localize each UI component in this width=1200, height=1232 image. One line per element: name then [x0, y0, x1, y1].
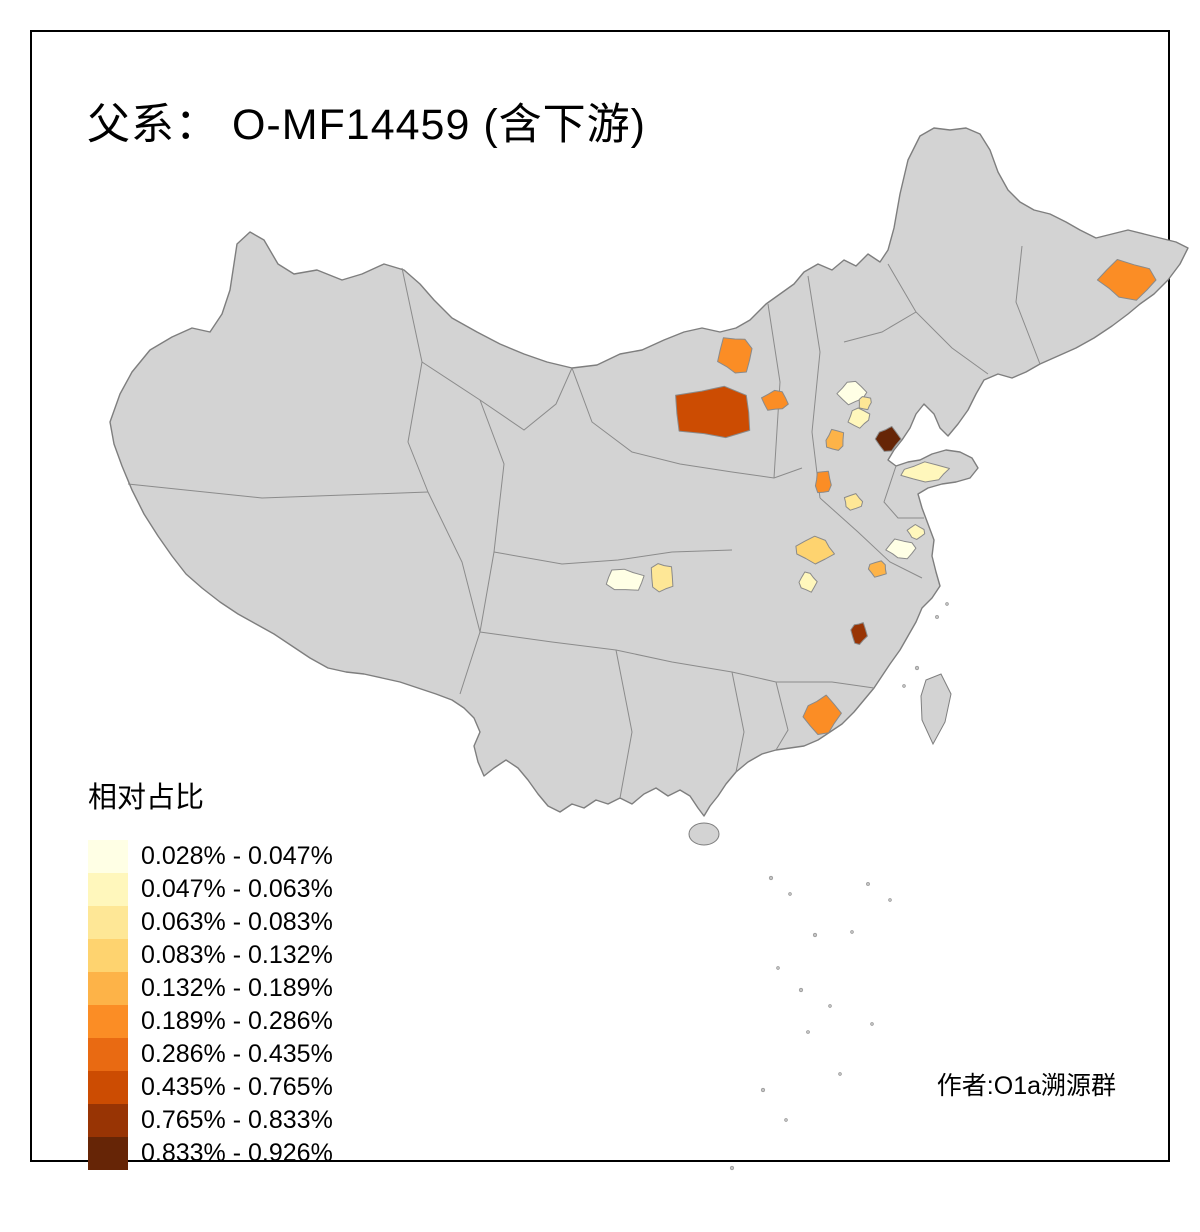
legend-title: 相对占比 — [88, 782, 205, 814]
legend-swatch — [88, 1038, 128, 1071]
highlighted-region — [761, 389, 789, 411]
legend-class-label: 0.047% - 0.063% — [141, 875, 333, 903]
legend-swatch — [88, 1005, 128, 1038]
small-islands — [729, 602, 949, 1171]
mainland — [109, 127, 1189, 817]
author-credit: 作者:O1a溯源群 — [936, 1072, 1116, 1100]
legend-row: 0.047% - 0.063% — [88, 873, 333, 906]
legend-row: 0.132% - 0.189% — [88, 972, 333, 1005]
highlighted-region — [874, 425, 902, 452]
legend-rows: 0.028% - 0.047% 0.047% - 0.063% 0.063% - 0… — [88, 840, 333, 1170]
legend-row: 0.189% - 0.286% — [88, 1005, 333, 1038]
map-frame: 父系： O-MF14459 (含下游) 相对占比 0.028% - 0.047%… — [30, 30, 1189, 1171]
legend-class-label: 0.132% - 0.189% — [141, 974, 333, 1002]
highlighted-region — [825, 428, 845, 451]
legend-swatch — [88, 1071, 128, 1104]
highlighted-region — [650, 563, 674, 593]
legend-class-label: 0.833% - 0.926% — [141, 1139, 333, 1167]
highlighted-region — [847, 407, 871, 429]
highlighted-region — [858, 396, 872, 411]
legend-swatch — [88, 873, 128, 906]
legend-row: 0.286% - 0.435% — [88, 1038, 333, 1071]
highlighted-region — [900, 461, 950, 483]
highlighted-region — [675, 385, 751, 439]
legend-class-label: 0.063% - 0.083% — [141, 908, 333, 936]
highlighted-region — [814, 470, 832, 494]
highlighted-region — [1096, 259, 1157, 301]
china-choropleth-map — [109, 127, 1189, 1171]
legend-class-label: 0.765% - 0.833% — [141, 1106, 333, 1134]
page-title: 父系： O-MF14459 (含下游) — [87, 101, 646, 149]
highlighted-region — [717, 337, 753, 374]
province-borders — [127, 245, 1041, 799]
legend-row: 0.435% - 0.765% — [88, 1071, 333, 1104]
legend-swatch — [88, 1137, 128, 1170]
legend-row: 0.083% - 0.132% — [88, 939, 333, 972]
legend-row: 0.765% - 0.833% — [88, 1104, 333, 1137]
highlighted-region — [906, 524, 926, 540]
highlighted-region — [843, 493, 864, 511]
highlighted-region — [798, 571, 818, 593]
legend-swatch — [88, 906, 128, 939]
legend-row: 0.028% - 0.047% — [88, 840, 333, 873]
hainan-island — [688, 822, 720, 846]
legend-row: 0.833% - 0.926% — [88, 1137, 333, 1170]
taiwan-island — [920, 673, 952, 746]
legend-class-label: 0.286% - 0.435% — [141, 1040, 333, 1068]
legend: 相对占比 0.028% - 0.047% 0.047% - 0.063% 0.063… — [88, 774, 333, 1170]
legend-class-label: 0.028% - 0.047% — [141, 842, 333, 870]
legend-swatch — [88, 972, 128, 1005]
highlighted-region — [802, 694, 842, 735]
legend-class-label: 0.083% - 0.132% — [141, 941, 333, 969]
legend-class-label: 0.435% - 0.765% — [141, 1073, 333, 1101]
legend-class-label: 0.189% - 0.286% — [141, 1007, 333, 1035]
legend-swatch — [88, 939, 128, 972]
highlighted-region — [867, 560, 887, 578]
legend-swatch — [88, 840, 128, 873]
highlighted-region — [885, 538, 917, 560]
highlighted-region — [850, 622, 868, 645]
highlighted-region — [605, 568, 645, 591]
islands — [688, 602, 952, 1171]
legend-row: 0.063% - 0.083% — [88, 906, 333, 939]
highlighted-region — [795, 535, 835, 565]
legend-swatch — [88, 1104, 128, 1137]
highlighted-regions — [605, 259, 1157, 735]
